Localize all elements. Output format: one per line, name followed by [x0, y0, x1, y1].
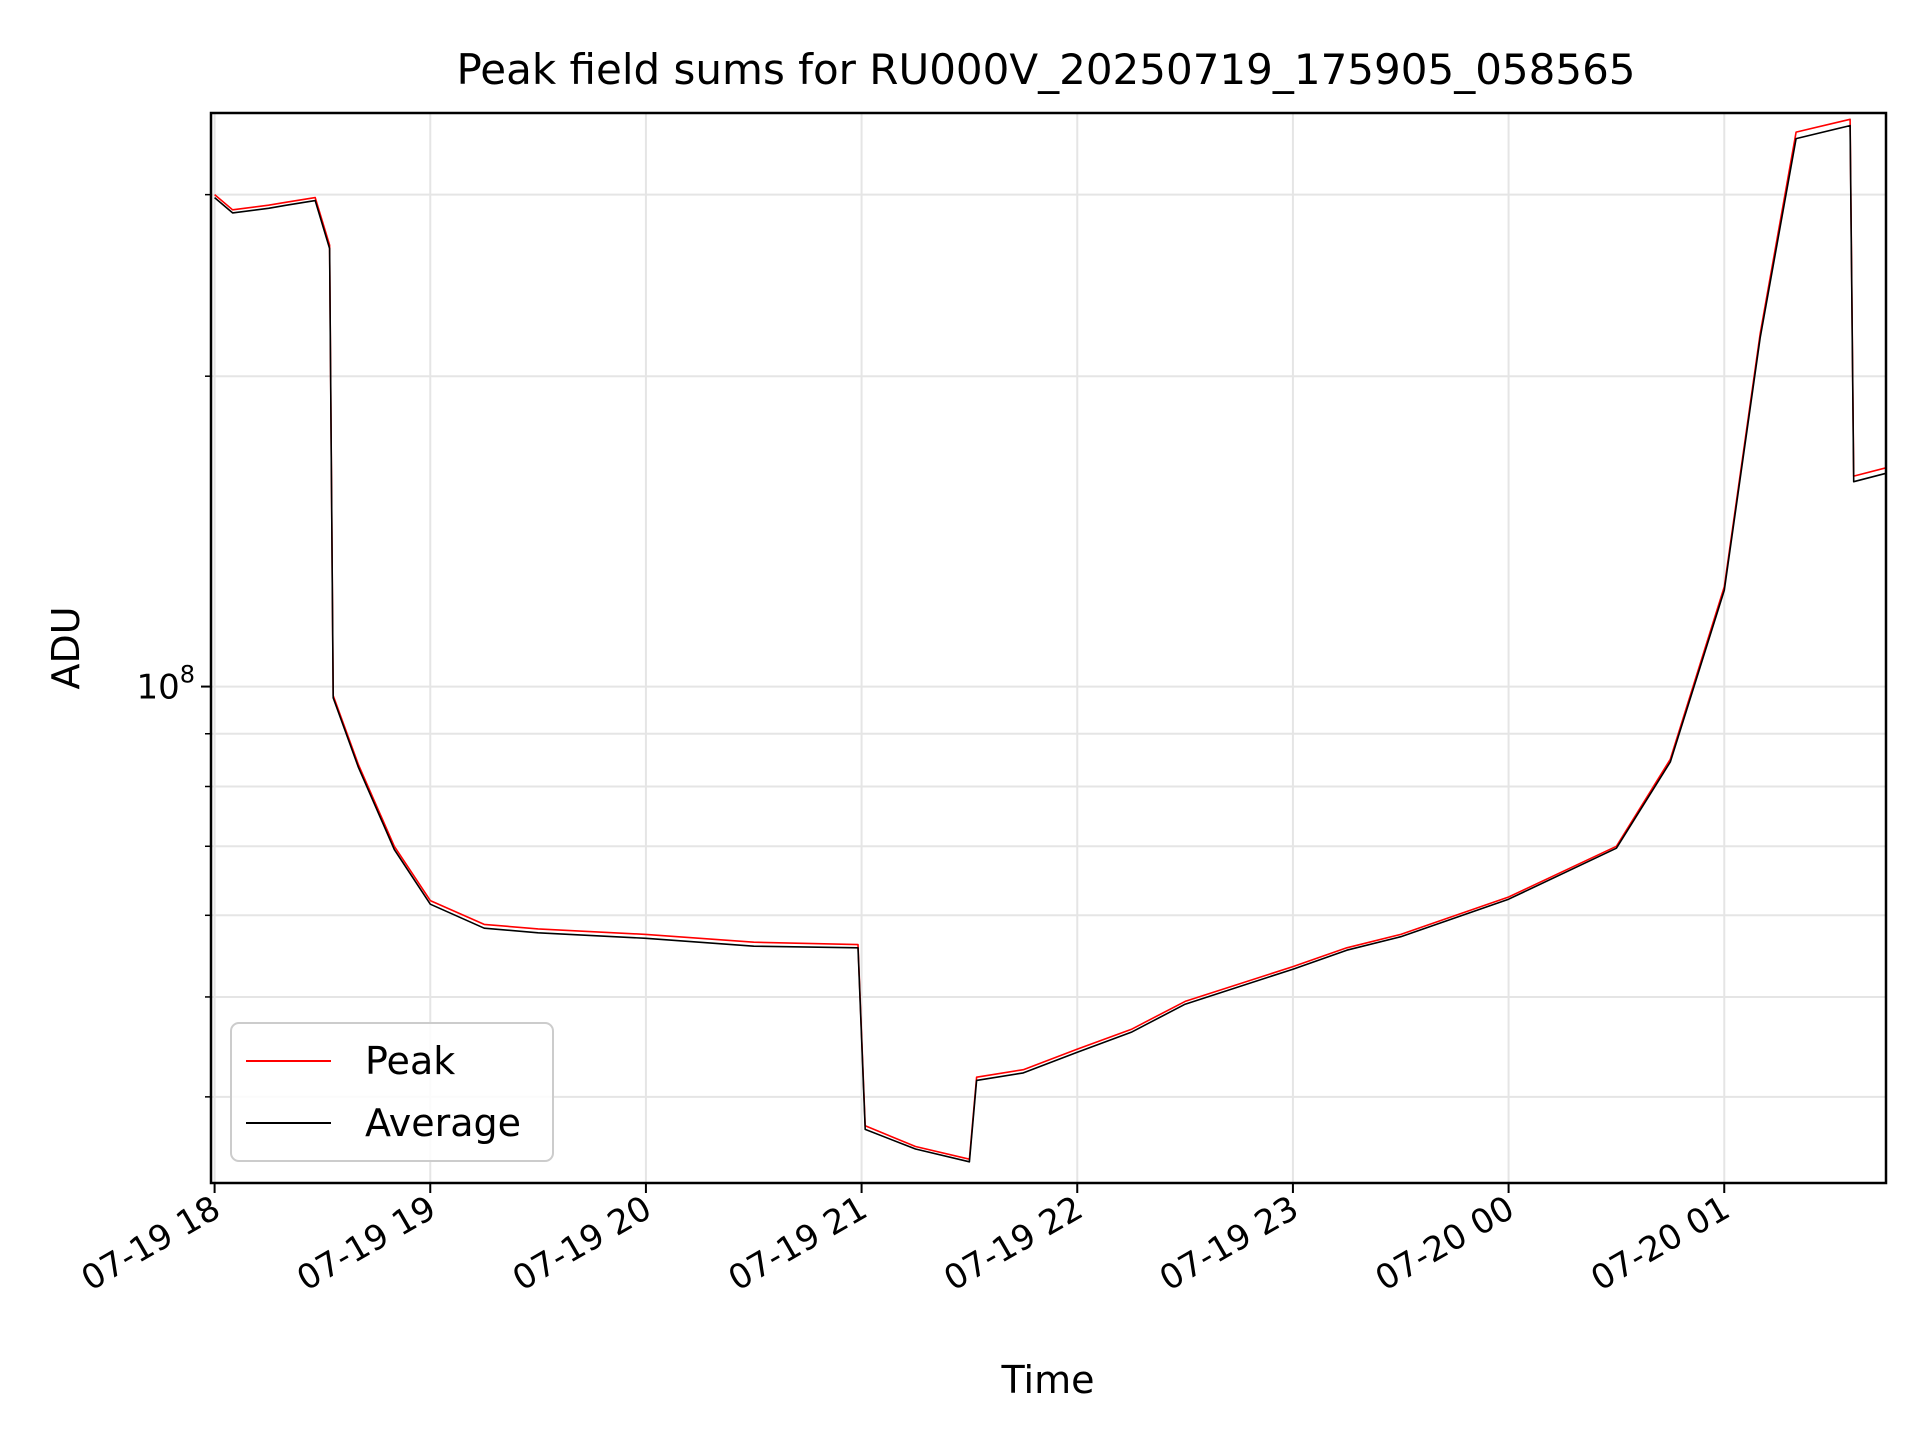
legend-label-peak: Peak — [365, 1039, 455, 1083]
legend-label-average: Average — [365, 1101, 521, 1145]
series-line-average — [214, 124, 1887, 1163]
y-axis-ticks: 108 — [136, 193, 211, 1098]
grid-lines — [211, 113, 1886, 1183]
y-tick-label-exponent: 8 — [180, 661, 195, 689]
y-tick-label-base: 10 — [136, 668, 179, 708]
series-lines — [214, 118, 1887, 1163]
y-axis-label: ADU — [44, 606, 88, 689]
legend: Peak Average — [230, 1022, 554, 1162]
plot-frame — [209, 111, 1888, 1185]
legend-box — [230, 1022, 554, 1162]
y-tick-label: 108 — [136, 661, 195, 708]
chart-title: Peak field sums for RU000V_20250719_1759… — [456, 45, 1635, 94]
x-axis-label: Time — [1001, 1358, 1095, 1402]
